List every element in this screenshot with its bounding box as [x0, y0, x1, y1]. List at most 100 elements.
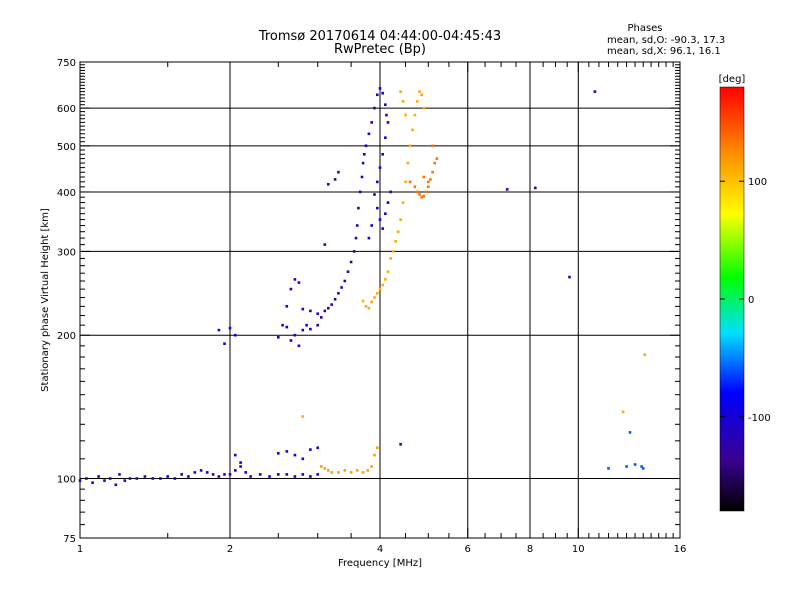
- data-point: [343, 469, 347, 472]
- data-point: [376, 446, 379, 450]
- data-point: [361, 471, 365, 474]
- data-point: [217, 328, 221, 332]
- data-point: [396, 230, 400, 233]
- data-point: [123, 479, 127, 482]
- data-point: [151, 477, 155, 480]
- y-tick-labels: 75 100 200 300 400 500 600 750: [57, 58, 76, 545]
- data-point: [316, 473, 319, 476]
- data-point: [301, 307, 305, 311]
- colorbar-label: [deg]: [719, 74, 746, 85]
- data-point: [384, 278, 387, 281]
- data-point: [534, 186, 537, 190]
- data-point: [401, 201, 405, 204]
- y-tick-label: 750: [57, 58, 76, 69]
- colorbar-tick-label: -100: [748, 413, 771, 424]
- data-point: [234, 333, 237, 337]
- data-point: [381, 153, 384, 156]
- data-point: [309, 448, 312, 451]
- data-point: [363, 153, 366, 156]
- data-point: [285, 473, 289, 476]
- data-point: [422, 194, 426, 198]
- data-point: [364, 144, 368, 148]
- data-point: [354, 236, 358, 240]
- data-point: [378, 87, 382, 90]
- data-point: [406, 161, 410, 165]
- data-point: [408, 144, 412, 148]
- data-point: [378, 218, 382, 221]
- data-point: [625, 465, 628, 468]
- data-point: [333, 178, 337, 181]
- data-point: [159, 477, 162, 480]
- data-point: [435, 157, 439, 160]
- data-point: [293, 475, 297, 478]
- data-point: [327, 306, 330, 310]
- data-point: [193, 471, 197, 474]
- data-point: [343, 279, 347, 283]
- data-point: [358, 190, 362, 194]
- data-point: [293, 333, 297, 337]
- data-point: [118, 473, 121, 476]
- data-point: [394, 240, 397, 243]
- data-point: [281, 323, 284, 327]
- data-point: [333, 298, 337, 301]
- x-tick-label: 4: [377, 544, 383, 555]
- chart-subtitle: RwPretec (Bp): [334, 42, 426, 57]
- data-point: [301, 473, 305, 476]
- x-tick-label: 10: [572, 544, 585, 555]
- data-point: [277, 336, 280, 339]
- data-point: [404, 180, 407, 184]
- data-points: [78, 87, 647, 487]
- data-point: [234, 469, 237, 472]
- data-point: [244, 471, 247, 474]
- data-point: [330, 303, 333, 306]
- data-point: [413, 113, 417, 117]
- data-point: [91, 481, 94, 484]
- data-point: [386, 201, 390, 204]
- data-point: [285, 325, 289, 329]
- data-point: [228, 473, 232, 476]
- data-point: [641, 467, 645, 470]
- data-point: [633, 463, 637, 466]
- data-point: [427, 180, 430, 184]
- y-tick-label: 600: [57, 104, 76, 115]
- x-tick-labels: 1 2 4 6 8 10 16: [77, 544, 687, 555]
- data-point: [355, 224, 359, 227]
- data-point: [370, 465, 373, 468]
- colorbar-ticks: 100 0 -100: [720, 177, 771, 424]
- y-axis-label: Stationary phase Virtual Height [km]: [40, 208, 51, 392]
- y-tick-label: 500: [57, 142, 76, 153]
- data-point: [297, 281, 301, 284]
- data-point: [373, 296, 376, 299]
- data-point: [316, 312, 319, 315]
- data-point: [607, 467, 610, 470]
- x-tick-label: 8: [527, 544, 533, 555]
- data-point: [568, 275, 571, 279]
- data-point: [399, 218, 402, 221]
- data-point: [320, 316, 323, 319]
- data-point: [323, 309, 327, 313]
- data-point: [301, 457, 305, 461]
- data-point: [223, 342, 226, 345]
- data-point: [166, 475, 169, 478]
- data-point: [239, 461, 242, 464]
- data-point: [205, 471, 209, 474]
- stats-heading: Phases: [627, 23, 662, 34]
- data-point: [361, 299, 365, 303]
- data-point: [367, 306, 371, 310]
- data-point: [408, 180, 412, 184]
- data-point: [249, 475, 252, 478]
- data-point: [223, 473, 226, 476]
- data-point: [404, 113, 407, 117]
- stats-line-x: mean, sd,X: 96.1, 16.1: [607, 46, 721, 57]
- data-point: [85, 477, 88, 480]
- data-point: [277, 473, 280, 476]
- stats-line-o: mean, sd,O: -90.3, 17.3: [607, 35, 725, 46]
- data-point: [309, 475, 312, 478]
- x-tick-label: 1: [77, 544, 83, 555]
- chart-title: Tromsø 20170614 04:44:00-04:45:43: [258, 29, 501, 44]
- data-point: [370, 121, 373, 124]
- data-point: [376, 93, 379, 97]
- data-point: [413, 185, 417, 189]
- data-point: [293, 278, 297, 281]
